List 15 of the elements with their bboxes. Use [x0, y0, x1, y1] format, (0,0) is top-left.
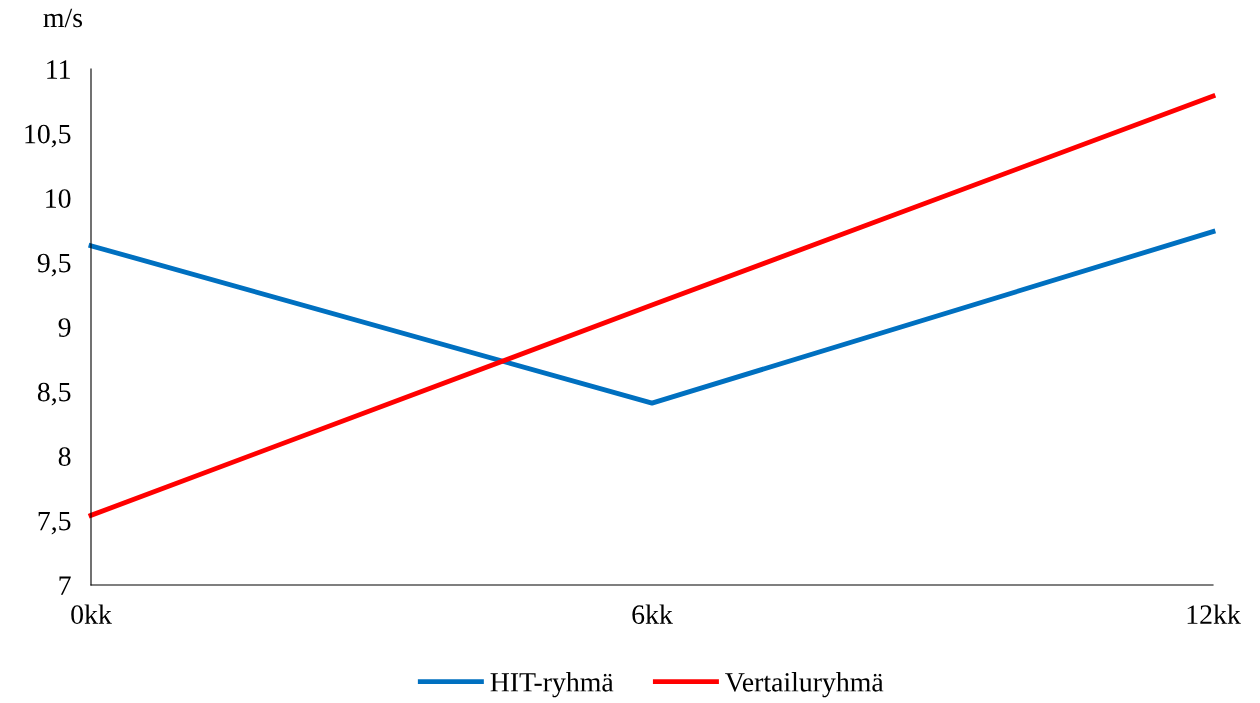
- y-tick-label: 9,5: [37, 253, 71, 277]
- y-tick-label: 7: [59, 576, 71, 595]
- y-tick-label: 8: [58, 447, 71, 466]
- y-tick-label: 11: [47, 60, 70, 79]
- x-tick-label: 6kk: [632, 604, 673, 624]
- y-axis-title: m/s: [43, 8, 83, 28]
- y-tick-label: 10: [46, 189, 71, 208]
- y-tick-label: 7,5: [38, 511, 71, 535]
- x-tick-label: 12kk: [1187, 604, 1241, 624]
- y-tick-label: 8,5: [37, 382, 71, 406]
- y-tick-label: 9: [58, 318, 71, 337]
- x-tick-label: 0kk: [71, 604, 112, 624]
- y-tick-label: 10,5: [25, 124, 71, 148]
- legend-label: Vertailuryhmä: [725, 672, 884, 698]
- legend-label: HIT-ryhmä: [490, 672, 614, 698]
